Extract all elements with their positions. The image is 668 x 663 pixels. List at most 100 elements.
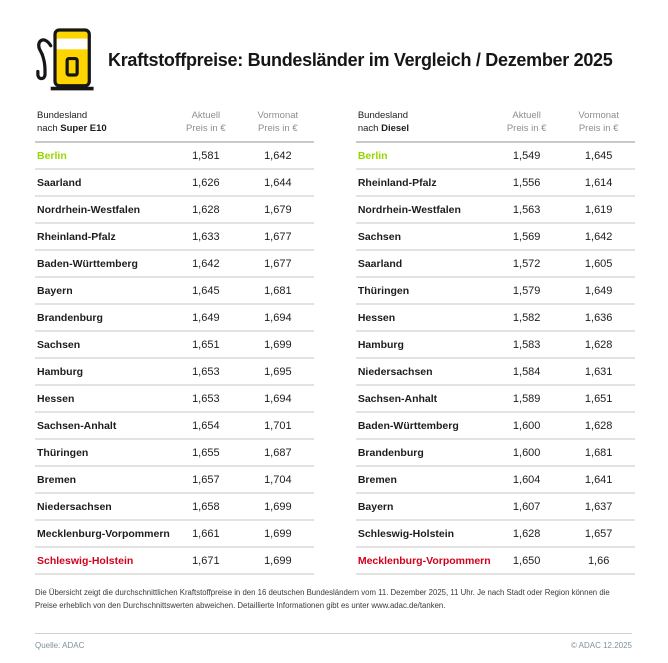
vormonat-price: 1,642 bbox=[584, 230, 613, 243]
aktuell-price: 1,584 bbox=[512, 365, 541, 378]
table-row: Brandenburg 1,649 1,694 bbox=[35, 305, 314, 333]
state-name: Saarland bbox=[37, 176, 82, 189]
aktuell-price: 1,657 bbox=[192, 473, 220, 486]
state-name: Hessen bbox=[357, 311, 396, 324]
fuel-type-label: Super E10 bbox=[60, 123, 107, 135]
state-name: Hamburg bbox=[37, 365, 84, 378]
footer: Quelle: ADAC © ADAC 12.2025 bbox=[35, 633, 632, 650]
aktuell-price: 1,671 bbox=[192, 554, 220, 567]
column-header-line: Vormonat bbox=[257, 110, 299, 121]
state-name: Sachsen-Anhalt bbox=[37, 419, 117, 432]
table-row: Bremen 1,604 1,641 bbox=[355, 467, 635, 495]
column-header-line: Preis in € bbox=[258, 123, 298, 135]
vormonat-price: 1,605 bbox=[584, 257, 613, 270]
vormonat-price: 1,677 bbox=[264, 257, 292, 270]
vormonat-price: 1,636 bbox=[584, 311, 613, 324]
column-header-vormonat: Vormonat Preis in € bbox=[242, 109, 314, 135]
aktuell-price: 1,563 bbox=[512, 203, 541, 216]
vormonat-price: 1,614 bbox=[584, 176, 613, 189]
aktuell-price: 1,572 bbox=[512, 257, 541, 270]
table-row: Nordrhein-Westfalen 1,563 1,619 bbox=[355, 197, 635, 225]
state-name: Schleswig-Holstein bbox=[37, 554, 134, 567]
vormonat-price: 1,699 bbox=[264, 554, 292, 567]
aktuell-price: 1,549 bbox=[512, 149, 541, 162]
table-row: Hessen 1,582 1,636 bbox=[355, 305, 635, 333]
table-row: Berlin 1,549 1,645 bbox=[355, 143, 635, 171]
table-row: Saarland 1,626 1,644 bbox=[35, 170, 314, 198]
table-row: Saarland 1,572 1,605 bbox=[355, 251, 635, 279]
aktuell-price: 1,569 bbox=[512, 230, 541, 243]
state-name: Saarland bbox=[357, 257, 403, 270]
state-name: Baden-Württemberg bbox=[37, 257, 138, 270]
state-name: Berlin bbox=[357, 149, 388, 162]
vormonat-price: 1,699 bbox=[264, 527, 292, 540]
vormonat-price: 1,628 bbox=[584, 338, 613, 351]
vormonat-price: 1,681 bbox=[584, 446, 613, 459]
state-name: Bremen bbox=[357, 473, 397, 486]
state-name: Sachsen bbox=[357, 230, 402, 243]
aktuell-price: 1,582 bbox=[512, 311, 541, 324]
table-header: Bundesland nach Super E10 Aktuell Preis … bbox=[35, 109, 314, 144]
table-row: Niedersachsen 1,658 1,699 bbox=[35, 494, 314, 522]
table-row: Baden-Württemberg 1,600 1,628 bbox=[355, 413, 635, 441]
table-diesel: Bundesland nach Diesel Aktuell Preis in … bbox=[355, 109, 643, 576]
state-name: Brandenburg bbox=[357, 446, 424, 459]
column-header-line: Preis in € bbox=[506, 123, 547, 135]
column-header-line: Aktuell bbox=[512, 110, 541, 121]
table-row: Brandenburg 1,600 1,681 bbox=[355, 440, 635, 468]
aktuell-price: 1,628 bbox=[192, 203, 220, 216]
table-row: Berlin 1,581 1,642 bbox=[35, 143, 314, 171]
column-header-line: Preis in € bbox=[578, 123, 619, 135]
column-header-line: Bundesland bbox=[357, 110, 409, 121]
aktuell-price: 1,581 bbox=[192, 149, 220, 162]
column-header-aktuell: Aktuell Preis in € bbox=[491, 109, 563, 135]
vormonat-price: 1,645 bbox=[584, 149, 613, 162]
fuel-type-label: Diesel bbox=[381, 123, 410, 135]
table-row: Mecklenburg-Vorpommern 1,650 1,66 bbox=[355, 548, 635, 576]
table-row: Sachsen-Anhalt 1,589 1,651 bbox=[355, 386, 635, 414]
fuel-pump-icon bbox=[36, 28, 94, 91]
table-row: Mecklenburg-Vorpommern 1,661 1,699 bbox=[35, 521, 314, 549]
vormonat-price: 1,66 bbox=[587, 554, 610, 567]
page-title: Kraftstoffpreise: Bundesländer im Vergle… bbox=[108, 49, 613, 70]
column-header-line: Preis in € bbox=[186, 123, 226, 135]
vormonat-price: 1,642 bbox=[264, 149, 292, 162]
column-header-bundesland: Bundesland nach Super E10 bbox=[35, 109, 170, 135]
state-name: Schleswig-Holstein bbox=[357, 527, 455, 540]
vormonat-price: 1,704 bbox=[264, 473, 292, 486]
aktuell-price: 1,655 bbox=[192, 446, 220, 459]
aktuell-price: 1,589 bbox=[512, 392, 541, 405]
state-name: Rheinland-Pfalz bbox=[357, 176, 437, 189]
state-name: Hamburg bbox=[357, 338, 404, 351]
table-row: Thüringen 1,655 1,687 bbox=[35, 440, 314, 468]
state-name: Niedersachsen bbox=[37, 500, 112, 513]
column-header-line: nach bbox=[357, 123, 382, 135]
state-name: Mecklenburg-Vorpommern bbox=[357, 554, 491, 567]
vormonat-price: 1,641 bbox=[584, 473, 613, 486]
state-name: Baden-Württemberg bbox=[357, 419, 459, 432]
state-name: Nordrhein-Westfalen bbox=[357, 203, 461, 216]
state-name: Niedersachsen bbox=[357, 365, 433, 378]
vormonat-price: 1,649 bbox=[584, 284, 613, 297]
column-header-vormonat: Vormonat Preis in € bbox=[563, 109, 635, 135]
table-row: Bayern 1,645 1,681 bbox=[35, 278, 314, 306]
aktuell-price: 1,583 bbox=[512, 338, 541, 351]
vormonat-price: 1,699 bbox=[264, 500, 292, 513]
footnote: Die Übersicht zeigt die durchschnittlich… bbox=[35, 588, 610, 610]
vormonat-price: 1,657 bbox=[584, 527, 613, 540]
state-name: Sachsen bbox=[37, 338, 81, 351]
aktuell-price: 1,651 bbox=[192, 338, 220, 351]
vormonat-price: 1,681 bbox=[264, 284, 292, 297]
table-row: Hessen 1,653 1,694 bbox=[35, 386, 314, 414]
state-name: Brandenburg bbox=[37, 311, 103, 324]
column-header-bundesland: Bundesland nach Diesel bbox=[356, 109, 491, 135]
tables-container: Bundesland nach Super E10 Aktuell Preis … bbox=[35, 109, 635, 576]
vormonat-price: 1,701 bbox=[264, 419, 292, 432]
aktuell-price: 1,628 bbox=[512, 527, 541, 540]
aktuell-price: 1,604 bbox=[512, 473, 541, 486]
table-row: Bremen 1,657 1,704 bbox=[35, 467, 314, 495]
vormonat-price: 1,695 bbox=[264, 365, 292, 378]
aktuell-price: 1,600 bbox=[512, 419, 541, 432]
vormonat-price: 1,619 bbox=[584, 203, 613, 216]
